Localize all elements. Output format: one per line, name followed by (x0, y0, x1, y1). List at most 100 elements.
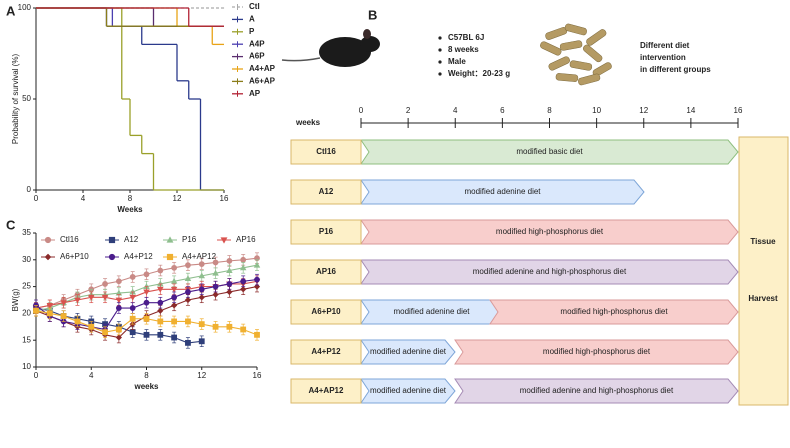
data-point (115, 326, 122, 333)
x-tick-label: 4 (89, 371, 94, 380)
data-point (101, 294, 109, 301)
bullet (438, 36, 442, 40)
data-point (253, 261, 261, 268)
x-axis-label: Weeks (117, 205, 143, 214)
group-box (290, 139, 362, 165)
group-label: A6+P10 (311, 307, 341, 316)
data-point (102, 329, 108, 336)
timeline-tick-label: 12 (639, 106, 648, 115)
data-point (129, 315, 136, 322)
data-point (226, 281, 233, 287)
x-tick-label: 8 (128, 194, 133, 203)
x-tick-label: 12 (197, 371, 206, 380)
group-box (290, 378, 362, 404)
harvest-box (738, 136, 789, 406)
timeline-tick-label: 6 (500, 106, 505, 115)
data-point (226, 257, 233, 264)
diet-label: modified high-phosphorus diet (543, 347, 651, 356)
y-tick-label: 15 (22, 335, 31, 344)
data-point (171, 294, 178, 301)
data-point (198, 321, 205, 328)
y-tick-label: 25 (22, 282, 31, 291)
legend-marker (44, 253, 52, 261)
data-point (129, 305, 136, 311)
group-label: P16 (319, 227, 334, 236)
data-point (115, 334, 122, 341)
diet-arrow (454, 378, 739, 404)
mouse-info: Male (448, 57, 466, 66)
diet-arrow (360, 139, 739, 165)
diet-label: modified adenine and high-phosphorus die… (520, 386, 674, 395)
data-point (212, 291, 219, 298)
diet-arrow (360, 259, 739, 285)
mouse-info: C57BL 6J (448, 33, 484, 42)
data-point (240, 256, 247, 263)
data-point (74, 297, 81, 304)
data-point (171, 334, 178, 341)
data-point (185, 339, 191, 346)
group-label: AP16 (316, 267, 337, 276)
group-box (290, 259, 362, 285)
legend-marker (108, 253, 116, 261)
data-point (88, 323, 95, 330)
data-point (74, 318, 81, 325)
diet-label: modified adenine diet (370, 347, 447, 356)
y-tick-label: 10 (22, 362, 31, 371)
diet-arrow (360, 339, 456, 365)
data-point (212, 259, 219, 266)
timeline-label: weeks (295, 118, 321, 127)
data-point (171, 318, 178, 325)
panel-label: B (368, 7, 377, 22)
data-point (198, 338, 205, 345)
diet-note: Different diet (640, 41, 690, 50)
x-tick-label: 16 (220, 194, 229, 203)
data-point (157, 318, 164, 325)
legend-label: A4+AP (249, 64, 276, 73)
timeline-tick-label: 0 (359, 106, 364, 115)
panel-label: A (6, 3, 16, 18)
bullet (438, 72, 442, 76)
data-point (115, 305, 122, 311)
data-point (157, 331, 164, 338)
legend-label: AP (249, 89, 261, 98)
diet-arrow (454, 339, 739, 365)
data-point (184, 275, 192, 281)
data-point (254, 331, 260, 338)
group-box (290, 179, 362, 205)
diet-arrow (489, 299, 739, 325)
x-tick-label: 12 (173, 194, 182, 203)
data-point (185, 262, 191, 269)
data-point (226, 267, 233, 273)
data-point (157, 286, 164, 293)
data-point (46, 310, 53, 317)
diet-label: modified adenine diet (393, 307, 470, 316)
legend-marker (166, 236, 174, 243)
data-point (198, 261, 205, 267)
data-point (240, 326, 247, 333)
data-point (240, 278, 247, 285)
diet-label: modified adenine diet (370, 386, 447, 395)
data-point (185, 289, 191, 295)
data-point (171, 264, 178, 271)
data-point (60, 300, 67, 307)
diet-label: modified adenine and high-phosphorus die… (473, 267, 627, 276)
legend-label: A12 (124, 235, 139, 244)
group-label: A4+P12 (311, 347, 341, 356)
timeline-tick-label: 16 (734, 106, 743, 115)
data-point (212, 323, 219, 330)
data-point (129, 294, 136, 301)
legend-label: A (249, 15, 255, 24)
group-label: Ctl16 (316, 147, 336, 156)
data-point (254, 276, 260, 283)
legend-label: A4P (249, 39, 265, 48)
data-point (239, 264, 247, 271)
legend-label: A6P (249, 52, 265, 61)
data-point (198, 272, 205, 279)
legend-marker (166, 253, 174, 261)
legend-label: Ctl16 (60, 235, 79, 244)
data-point (157, 299, 164, 306)
legend-label: P (249, 27, 255, 36)
data-point (88, 294, 95, 301)
y-tick-label: 0 (27, 185, 32, 194)
